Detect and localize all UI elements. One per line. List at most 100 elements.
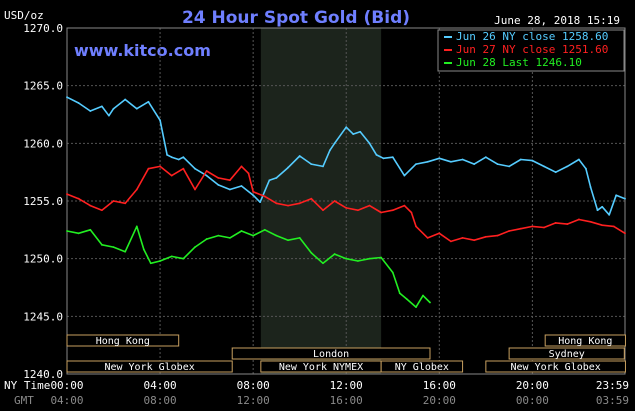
data-point <box>275 202 278 205</box>
market-session-label: Sydney <box>549 349 585 360</box>
market-session-label: NY Globex <box>395 362 449 373</box>
data-point <box>124 250 127 253</box>
data-point <box>543 165 545 168</box>
data-point <box>252 190 255 193</box>
data-point <box>275 234 278 237</box>
legend-box <box>437 29 625 72</box>
data-point <box>508 165 511 168</box>
market-session-bar <box>380 360 464 373</box>
data-point <box>240 165 243 168</box>
data-point <box>322 209 324 212</box>
x-tick-label-ny: 04:00 <box>144 379 177 392</box>
data-point <box>228 188 231 191</box>
data-point <box>473 239 476 242</box>
data-point <box>589 186 592 189</box>
data-point <box>566 223 569 225</box>
data-point <box>356 260 359 262</box>
y-tick-label: 1240.0 <box>23 368 63 381</box>
data-point <box>410 211 413 214</box>
data-point <box>578 218 580 221</box>
series-layer <box>66 96 626 309</box>
data-point <box>182 167 185 170</box>
data-point <box>182 257 185 260</box>
data-point <box>554 171 557 174</box>
site-link[interactable]: www.kitco.com <box>74 41 211 60</box>
data-point <box>217 177 220 179</box>
data-point <box>135 188 138 191</box>
data-point <box>484 156 487 159</box>
data-point <box>415 163 417 165</box>
data-point <box>329 149 331 152</box>
data-point <box>101 243 103 246</box>
data-point <box>531 225 534 228</box>
y-tick-label: 1270.0 <box>23 22 63 35</box>
data-point <box>124 202 127 205</box>
y-tick-label: 1250.0 <box>23 253 63 266</box>
data-point <box>287 166 289 169</box>
data-point <box>194 167 196 170</box>
x-tick-label-ny: 08:00 <box>237 379 270 392</box>
data-point <box>77 232 80 235</box>
data-point <box>142 248 145 251</box>
data-point <box>368 257 371 260</box>
data-point <box>415 306 417 309</box>
data-point <box>508 230 511 232</box>
x-tick-label-gmt: 04:00 <box>50 394 83 407</box>
data-point <box>205 238 208 240</box>
data-point <box>112 246 115 249</box>
data-point <box>461 158 464 161</box>
timestamp: June 28, 2018 15:19 <box>494 14 620 27</box>
data-point <box>263 195 266 198</box>
data-point <box>426 237 429 239</box>
data-point <box>375 153 378 156</box>
market-session-label: New York NYMEX <box>279 362 363 373</box>
data-point <box>159 119 161 122</box>
data-point <box>438 157 441 160</box>
data-point <box>612 225 615 228</box>
x-tick-label-ny: 12:00 <box>330 379 363 392</box>
data-point <box>247 172 250 175</box>
data-point <box>205 174 208 177</box>
y-tick-label: 1255.0 <box>23 195 63 208</box>
data-point <box>159 260 161 262</box>
data-point <box>496 234 499 237</box>
x-tick-label-gmt: 03:59 <box>596 394 629 407</box>
data-point <box>107 114 110 117</box>
legend-entry: Jun 26 NY close 1258.60 <box>456 30 608 43</box>
data-point <box>275 177 278 179</box>
data-point <box>228 237 231 239</box>
data-point <box>554 222 557 224</box>
data-point <box>601 205 604 208</box>
data-point <box>228 179 231 182</box>
data-point <box>89 204 92 207</box>
data-point <box>333 200 336 202</box>
plot-frame <box>66 27 626 375</box>
data-point <box>310 252 313 254</box>
data-point <box>403 174 406 177</box>
x-tick-label-gmt: 16:00 <box>330 394 363 407</box>
legend-entry: Jun 28 Last 1246.10 <box>456 56 582 69</box>
data-point <box>578 158 580 161</box>
data-point <box>287 204 289 207</box>
data-point <box>345 207 348 209</box>
data-point <box>345 257 348 260</box>
data-point <box>149 262 152 265</box>
data-point <box>240 230 243 232</box>
market-session-bar <box>66 334 180 347</box>
data-point <box>89 110 92 112</box>
y-tick-label: 1245.0 <box>23 310 63 323</box>
x-tick-label-gmt: 12:00 <box>237 394 270 407</box>
data-point <box>252 234 255 237</box>
data-point <box>322 262 324 265</box>
data-point <box>382 157 385 160</box>
ny-time-row-label: NY Time <box>4 379 50 392</box>
data-point <box>615 194 618 197</box>
data-point <box>77 197 80 200</box>
data-point <box>429 301 431 304</box>
data-point <box>368 204 371 207</box>
data-point <box>352 133 355 136</box>
data-point <box>268 179 271 182</box>
data-point <box>589 220 592 223</box>
x-axis: 00:00 04:00 04:00 08:00 08:00 12:00 12:00 16:00… <box>50 379 629 407</box>
